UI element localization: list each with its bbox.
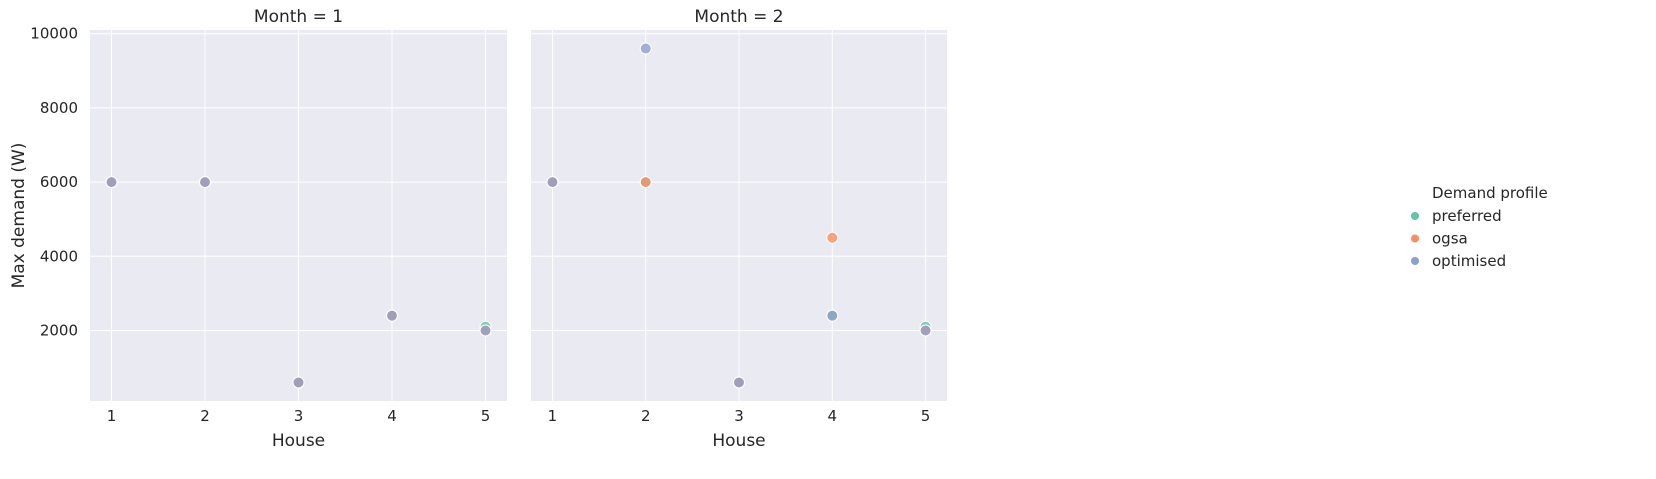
legend-entry-optimised: optimised [1411,252,1506,270]
data-point [479,324,492,337]
x-axis-label: House [712,431,765,451]
x-tick-label: 3 [294,407,304,425]
legend-entry-preferred: preferred [1411,207,1502,225]
data-point [639,42,652,55]
series-optimised [546,42,932,389]
legend-label: optimised [1432,252,1506,270]
y-tick-label: 4000 [40,247,78,265]
x-tick-label: 1 [107,407,117,425]
y-axis-label: Max demand (W) [9,143,29,289]
data-point [292,376,305,389]
x-tick-label: 2 [641,407,651,425]
data-point [546,176,559,189]
facet-panel-1: Month = 1 1 2 3 4 5 House 2000 4000 6000 8000 10000… [9,7,507,451]
x-tick-label: 3 [734,407,744,425]
data-point [733,376,745,389]
legend-marker [1411,212,1419,220]
x-tick-label: 5 [481,407,491,425]
data-point [919,324,932,337]
y-tick-label: 8000 [40,99,78,117]
legend-marker [1411,257,1419,265]
x-tick-label: 4 [828,407,838,425]
y-tick-label: 10000 [30,25,78,43]
facet-panel-2: Month = 2 1 2 3 4 5 House [531,7,947,451]
y-tick-label: 6000 [40,173,78,191]
x-tick-label: 1 [548,407,558,425]
legend-entry-ogsa: ogsa [1411,230,1468,248]
x-tick-label: 2 [200,407,210,425]
legend-marker [1411,234,1419,243]
data-point [826,231,839,244]
data-point [826,309,839,322]
facet-title: Month = 1 [254,7,343,27]
legend-label: ogsa [1432,230,1468,248]
series-optimised [105,176,492,389]
data-point [105,176,118,189]
legend-label: preferred [1432,207,1502,225]
legend: Demand profile preferred ogsa optimised [1411,184,1548,270]
y-tick-label: 2000 [40,322,78,340]
facet-title: Month = 2 [694,7,783,27]
data-point [639,176,652,189]
facets-layer: Month = 1 1 2 3 4 5 House 2000 4000 6000 8000 10000… [9,7,947,451]
x-tick-label: 4 [387,407,397,425]
x-tick-label: 5 [921,407,931,425]
data-point [199,176,212,189]
legend-title: Demand profile [1432,184,1548,202]
x-axis-label: House [272,431,325,451]
data-point [385,309,398,322]
